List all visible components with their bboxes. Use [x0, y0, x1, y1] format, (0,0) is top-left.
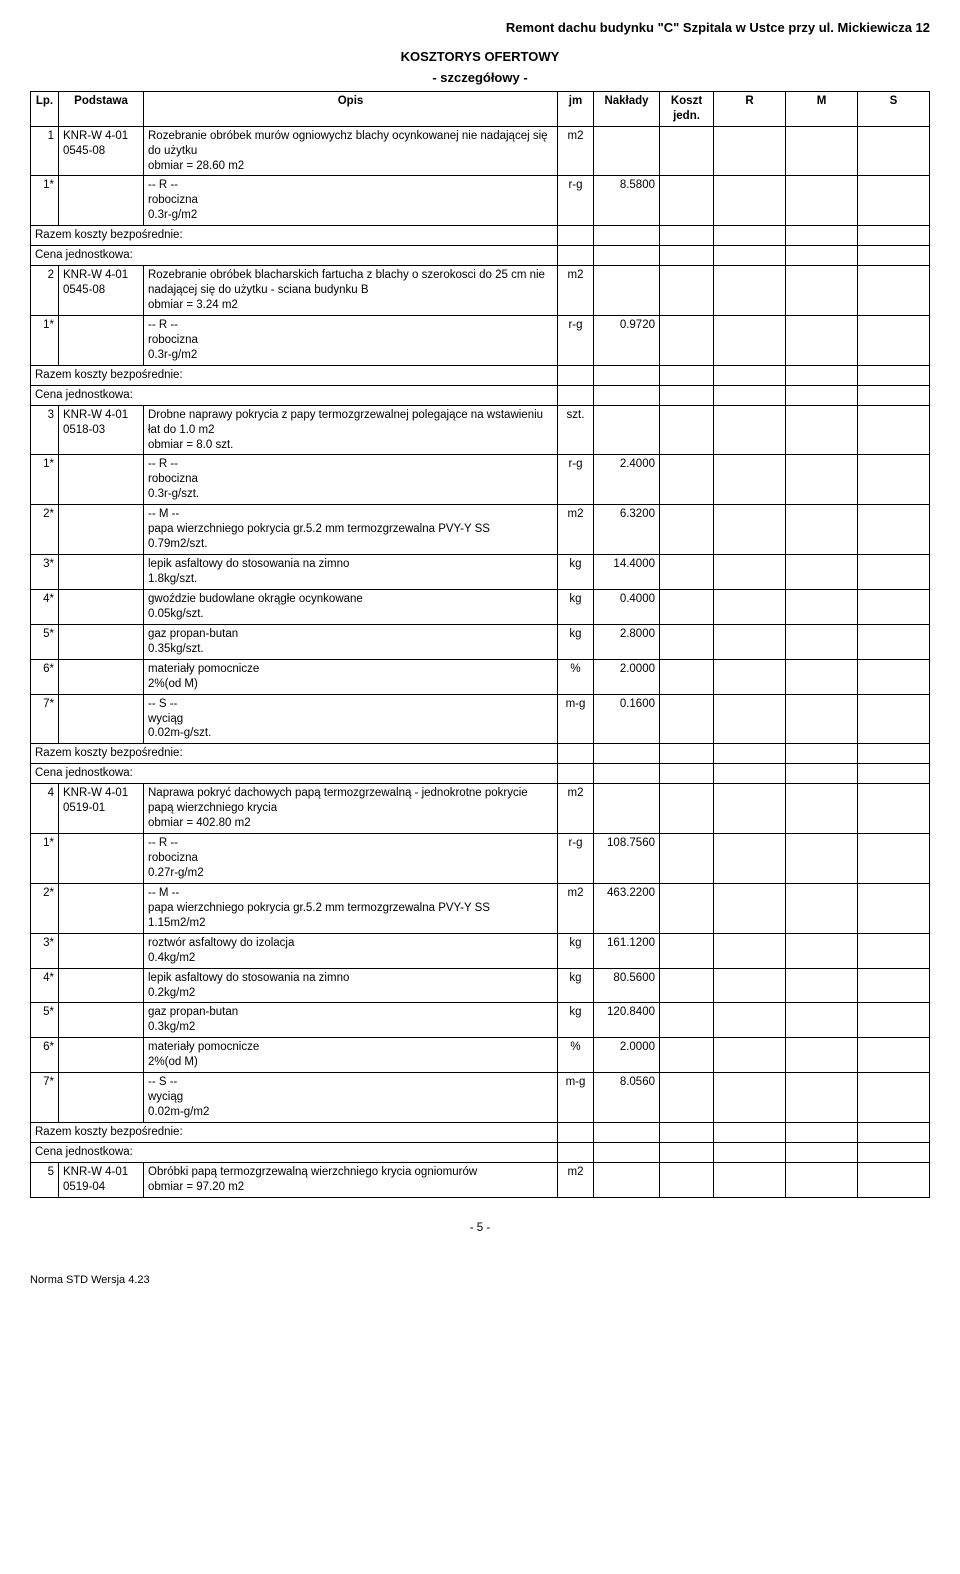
item-row: 3KNR-W 4-010518-03Drobne naprawy pokryci… — [31, 405, 930, 455]
detail-row: 7*-- S --wyciąg0.02m-g/m2m-g8.0560 — [31, 1073, 930, 1123]
detail-row: 3*lepik asfaltowy do stosowania na zimno… — [31, 555, 930, 590]
detail-row: 5*gaz propan-butan0.35kg/szt.kg2.8000 — [31, 624, 930, 659]
razem-row: Razem koszty bezpośrednie: — [31, 365, 930, 385]
document-title: Remont dachu budynku "C" Szpitala w Ustc… — [30, 20, 930, 35]
detail-row: 1*-- R --robocizna0.27r-g/m2r-g108.7560 — [31, 834, 930, 884]
col-opis: Opis — [144, 91, 558, 126]
cost-table: Lp. Podstawa Opis jm Nakłady Koszt jedn.… — [30, 91, 930, 1198]
detail-row: 1*-- R --robocizna0.3r-g/szt.r-g2.4000 — [31, 455, 930, 505]
item-row: 2KNR-W 4-010545-08Rozebranie obróbek bla… — [31, 266, 930, 316]
col-m: M — [786, 91, 858, 126]
col-lp: Lp. — [31, 91, 59, 126]
table-body: 1KNR-W 4-010545-08Rozebranie obróbek mur… — [31, 126, 930, 1197]
detail-row: 3*roztwór asfaltowy do izolacja0.4kg/m2k… — [31, 933, 930, 968]
detail-row: 1*-- R --robocizna0.3r-g/m2r-g0.9720 — [31, 315, 930, 365]
razem-row: Razem koszty bezpośrednie: — [31, 1123, 930, 1143]
razem-row: Razem koszty bezpośrednie: — [31, 744, 930, 764]
col-naklady: Nakłady — [594, 91, 660, 126]
detail-row: 2*-- M --papa wierzchniego pokrycia gr.5… — [31, 883, 930, 933]
cena-row: Cena jednostkowa: — [31, 1142, 930, 1162]
col-podstawa: Podstawa — [59, 91, 144, 126]
cena-row: Cena jednostkowa: — [31, 246, 930, 266]
cena-row: Cena jednostkowa: — [31, 385, 930, 405]
col-koszt-jedn: Koszt jedn. — [660, 91, 714, 126]
col-s: S — [858, 91, 930, 126]
item-row: 1KNR-W 4-010545-08Rozebranie obróbek mur… — [31, 126, 930, 176]
detail-row: 6*materiały pomocnicze2%(od M)%2.0000 — [31, 659, 930, 694]
footer-norma: Norma STD Wersja 4.23 — [30, 1274, 930, 1286]
razem-row: Razem koszty bezpośrednie: — [31, 226, 930, 246]
col-r: R — [714, 91, 786, 126]
page-number: - 5 - — [30, 1222, 930, 1234]
detail-row: 4*gwoździe budowlane okrągłe ocynkowane0… — [31, 589, 930, 624]
detail-row: 2*-- M --papa wierzchniego pokrycia gr.5… — [31, 505, 930, 555]
table-header-row: Lp. Podstawa Opis jm Nakłady Koszt jedn.… — [31, 91, 930, 126]
detail-row: 7*-- S --wyciąg0.02m-g/szt.m-g0.1600 — [31, 694, 930, 744]
detail-row: 5*gaz propan-butan0.3kg/m2kg120.8400 — [31, 1003, 930, 1038]
detail-row: 6*materiały pomocnicze2%(od M)%2.0000 — [31, 1038, 930, 1073]
col-jm: jm — [558, 91, 594, 126]
item-row: 4KNR-W 4-010519-01Naprawa pokryć dachowy… — [31, 784, 930, 834]
cena-row: Cena jednostkowa: — [31, 764, 930, 784]
subtitle-2: - szczegółowy - — [30, 70, 930, 87]
item-row: 5KNR-W 4-010519-04Obróbki papą termozgrz… — [31, 1162, 930, 1197]
subtitle-1: KOSZTORYS OFERTOWY — [30, 49, 930, 66]
detail-row: 1*-- R --robocizna0.3r-g/m2r-g8.5800 — [31, 176, 930, 226]
detail-row: 4*lepik asfaltowy do stosowania na zimno… — [31, 968, 930, 1003]
